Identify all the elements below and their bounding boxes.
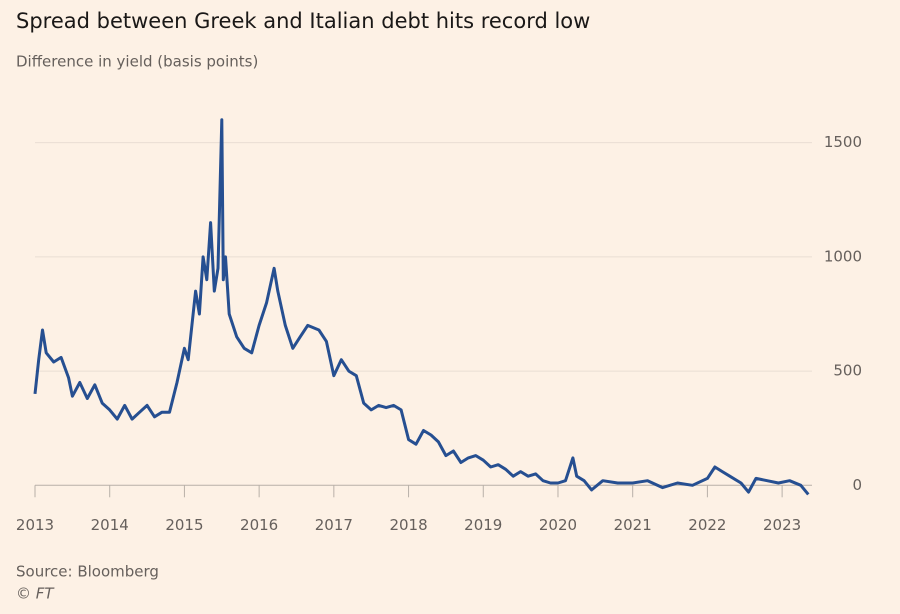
y-tick-label: 500 <box>833 362 862 380</box>
x-tick-label: 2022 <box>688 516 726 534</box>
credit: © FT <box>16 585 55 603</box>
source: Source: Bloomberg <box>16 563 159 581</box>
x-tick-label: 2013 <box>16 516 54 534</box>
x-tick-label: 2017 <box>315 516 353 534</box>
y-tick-label: 1000 <box>824 247 862 265</box>
y-tick-label: 0 <box>852 476 862 494</box>
x-tick-label: 2023 <box>763 516 801 534</box>
y-tick-label: 1500 <box>824 133 862 151</box>
chart-subtitle: Difference in yield (basis points) <box>16 53 258 71</box>
x-tick-label: 2020 <box>539 516 577 534</box>
x-tick-label: 2018 <box>389 516 427 534</box>
x-tick-label: 2021 <box>614 516 652 534</box>
x-tick-label: 2016 <box>240 516 278 534</box>
x-tick-label: 2015 <box>165 516 203 534</box>
x-tick-label: 2014 <box>91 516 129 534</box>
series-line <box>33 118 810 496</box>
chart-title: Spread between Greek and Italian debt hi… <box>16 9 590 33</box>
x-tick-label: 2019 <box>464 516 502 534</box>
